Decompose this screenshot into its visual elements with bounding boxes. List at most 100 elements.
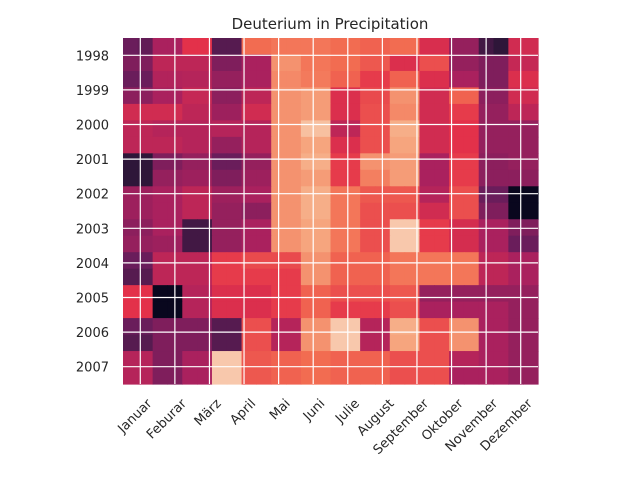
heatmap-cell <box>315 38 332 56</box>
heatmap-cell <box>389 153 406 171</box>
heatmap-cell <box>152 318 169 336</box>
heatmap-cell <box>137 103 154 121</box>
heatmap-cell <box>523 38 539 56</box>
heatmap-cell <box>152 169 169 187</box>
heatmap-cell <box>330 334 346 352</box>
heatmap-cell <box>523 120 539 138</box>
heatmap-cell <box>315 186 332 204</box>
heatmap-cell <box>256 87 272 105</box>
heatmap-cell <box>434 153 450 171</box>
heatmap-cell <box>493 202 509 220</box>
heatmap-cell <box>463 235 480 253</box>
y-tick-label: 2002 <box>76 188 109 203</box>
heatmap-cell <box>182 334 198 352</box>
heatmap-cell <box>256 235 272 253</box>
heatmap-cell <box>523 87 539 105</box>
heatmap-cell <box>300 318 317 336</box>
heatmap-cell <box>463 334 480 352</box>
heatmap-cell <box>434 252 450 270</box>
heatmap-cell <box>197 367 213 385</box>
heatmap-cell <box>345 186 361 204</box>
heatmap-cell <box>197 268 213 286</box>
heatmap-cell <box>389 103 406 121</box>
heatmap-cell <box>345 235 361 253</box>
heatmap-cell <box>315 268 332 286</box>
heatmap-cell <box>463 153 480 171</box>
heatmap-cell <box>197 285 213 303</box>
heatmap-cell <box>419 301 435 319</box>
heatmap-cell <box>330 70 346 89</box>
heatmap-cell <box>123 334 139 352</box>
heatmap-cell <box>123 120 139 138</box>
heatmap-cell <box>241 252 257 270</box>
heatmap-cell <box>300 54 317 72</box>
heatmap-cell <box>389 285 406 303</box>
heatmap-cell <box>493 268 509 286</box>
heatmap-cell <box>389 268 406 286</box>
heatmap-cell <box>419 153 435 171</box>
heatmap-cell <box>523 169 539 187</box>
heatmap-cell <box>211 252 228 270</box>
heatmap-cell <box>493 367 509 385</box>
heatmap-cell <box>404 252 421 270</box>
heatmap-cell <box>182 285 198 303</box>
heatmap-cell <box>197 153 213 171</box>
heatmap-cell <box>463 103 480 121</box>
heatmap-cell <box>508 120 524 138</box>
heatmap-cell <box>241 202 257 220</box>
heatmap-cell <box>419 136 435 154</box>
heatmap-cell <box>211 120 228 138</box>
heatmap-cell <box>493 38 509 56</box>
heatmap-cell <box>211 318 228 336</box>
heatmap-cell <box>523 202 539 220</box>
heatmap-cell <box>182 54 198 72</box>
heatmap-cell <box>300 38 317 56</box>
heatmap-cell <box>137 169 154 187</box>
heatmap-cell <box>211 202 228 220</box>
heatmap-cell <box>508 367 524 385</box>
heatmap-cell <box>508 351 524 369</box>
heatmap-cell <box>345 136 361 154</box>
heatmap-cell <box>315 367 332 385</box>
heatmap-cell <box>226 318 243 336</box>
heatmap-cell <box>211 54 228 72</box>
heatmap-cell <box>211 268 228 286</box>
heatmap-cell <box>315 70 332 89</box>
heatmap-cell <box>360 120 376 138</box>
heatmap-cell <box>152 103 169 121</box>
heatmap-cell <box>419 285 435 303</box>
heatmap-cell <box>197 103 213 121</box>
heatmap-cell <box>211 103 228 121</box>
heatmap-cell <box>197 120 213 138</box>
heatmap-cell <box>508 54 524 72</box>
heatmap-cell <box>286 120 302 138</box>
heatmap-cell <box>404 367 421 385</box>
heatmap-cell <box>300 103 317 121</box>
heatmap-cell <box>345 367 361 385</box>
heatmap-cell <box>241 103 257 121</box>
heatmap-cell <box>360 54 376 72</box>
heatmap-cell <box>226 252 243 270</box>
heatmap-cell <box>345 38 361 56</box>
heatmap-cell <box>360 136 376 154</box>
heatmap-cell <box>449 301 465 319</box>
heatmap-cell <box>508 87 524 105</box>
heatmap-cell <box>241 235 257 253</box>
heatmap-cell <box>508 285 524 303</box>
heatmap-cell <box>449 268 465 286</box>
heatmap-cell <box>152 334 169 352</box>
heatmap-cell <box>389 252 406 270</box>
heatmap-cell <box>508 252 524 270</box>
heatmap-cell <box>197 301 213 319</box>
heatmap-cell <box>123 169 139 187</box>
heatmap-cell <box>463 351 480 369</box>
heatmap-cell <box>123 136 139 154</box>
heatmap-cell <box>152 252 169 270</box>
heatmap-cell <box>211 87 228 105</box>
heatmap-cell <box>419 120 435 138</box>
heatmap-cell <box>315 202 332 220</box>
heatmap-cell <box>508 38 524 56</box>
heatmap-cell <box>256 38 272 56</box>
heatmap-cell <box>182 169 198 187</box>
